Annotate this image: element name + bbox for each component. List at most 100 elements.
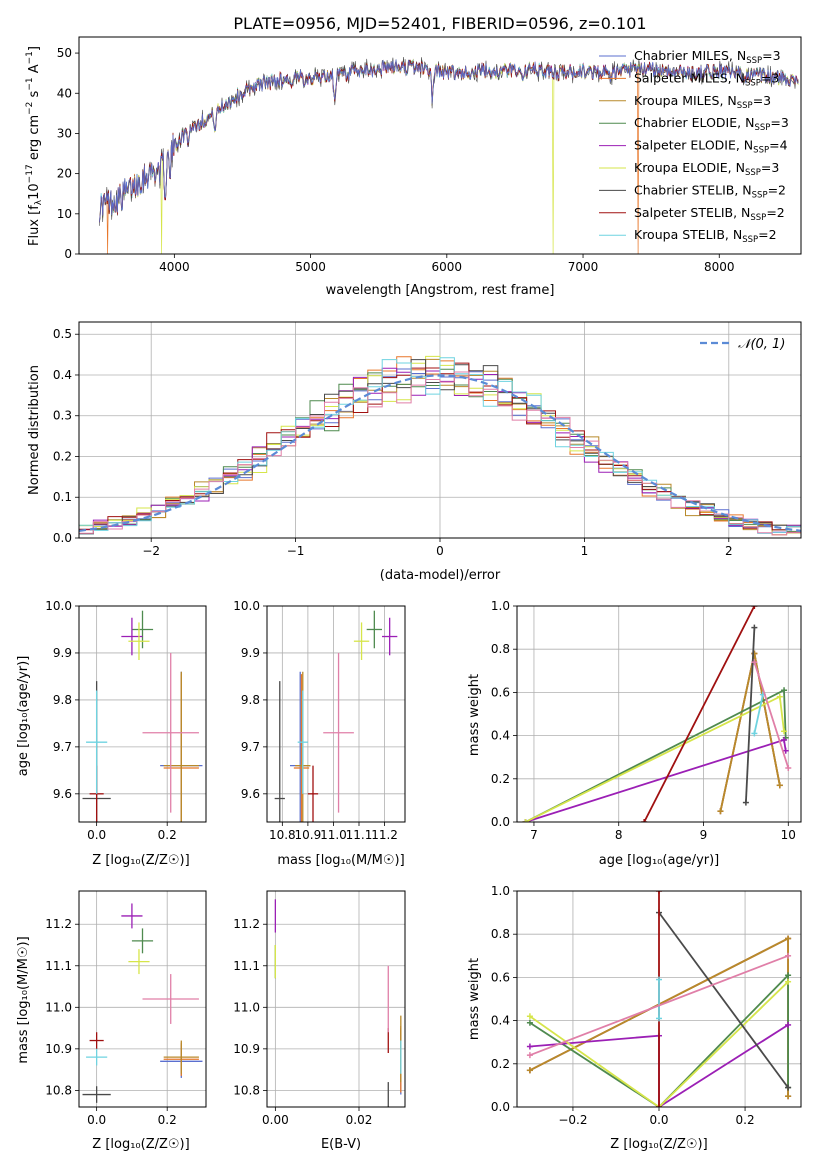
x-tick-label: 2: [725, 544, 733, 558]
ylabel-part-3: −17: [25, 164, 35, 183]
y-tick-label: 20: [57, 167, 72, 181]
y-tick-label: 9.7: [241, 740, 260, 754]
legend-subscript: SSP: [742, 235, 758, 245]
agez-xlabel: Z [log₁₀(Z/Z☉)]: [92, 853, 189, 868]
y-tick-label: 0.4: [491, 1014, 510, 1028]
figure-title: PLATE=0956, MJD=52401, FIBERID=0596, z=0…: [233, 14, 646, 33]
legend-entry: Kroupa ELODIE, NSSP=3: [634, 160, 779, 178]
x-tick-label: 10.8: [269, 828, 296, 842]
legend-nssp: =2: [768, 182, 786, 197]
y-tick-label: 50: [57, 46, 72, 60]
legend-subscript: SSP: [745, 78, 761, 88]
weight-line: [753, 694, 764, 734]
y-tick-label: 0.1: [53, 490, 72, 504]
y-tick-label: 1.0: [491, 599, 510, 613]
x-tick-label: 0.0: [87, 828, 106, 842]
massebv-xlabel: E(B-V): [321, 1137, 361, 1152]
legend-subscript: SSP: [752, 190, 768, 200]
y-tick-label: 0.0: [53, 531, 72, 545]
y-tick-label: 10.9: [45, 1042, 72, 1056]
massz-xlabel: Z [log₁₀(Z/Z☉)]: [92, 1137, 189, 1152]
x-tick-label: 0.02: [346, 1113, 373, 1127]
histogram-step: [79, 371, 801, 538]
ylabel-part-8: A: [27, 64, 42, 77]
weight-line: [643, 606, 756, 822]
y-tick-label: 11.2: [45, 917, 72, 931]
x-tick-label: 10: [781, 828, 796, 842]
axes-frame: [516, 890, 802, 1108]
x-tick-label: −0.2: [558, 1113, 587, 1127]
y-tick-label: 0.0: [491, 1100, 510, 1114]
y-tick-label: 10.0: [233, 599, 260, 613]
wz-ylabel: mass weight: [467, 958, 482, 1040]
x-tick-label: 7000: [568, 260, 599, 274]
axes-frame: [78, 321, 802, 539]
x-tick-label: 11.0: [320, 828, 347, 842]
x-tick-label: 10.9: [295, 828, 322, 842]
residual-ylabel: Normed distribution: [27, 365, 42, 495]
y-tick-label: 0.4: [491, 729, 510, 743]
y-tick-label: 10.8: [45, 1083, 72, 1097]
x-tick-label: −1: [287, 544, 305, 558]
y-tick-label: 11.2: [233, 917, 260, 931]
legend-subscript: SSP: [746, 56, 762, 66]
x-tick-label: 7: [530, 828, 538, 842]
y-tick-label: 40: [57, 86, 72, 100]
spectrum-line-salpeter-miles: [99, 59, 799, 254]
y-tick-label: 9.8: [53, 693, 72, 707]
y-tick-label: 9.6: [53, 787, 72, 801]
x-tick-label: 8000: [704, 260, 735, 274]
legend-subscript: SSP: [754, 123, 770, 133]
plot-area: [79, 355, 801, 538]
legend-subscript: SSP: [750, 213, 766, 223]
x-tick-label: 0.0: [87, 1113, 106, 1127]
spectrum-panel: 4000 5000 6000 7000 8000 0 10 20 30 40 50 Chabrier …: [57, 36, 802, 274]
y-tick-label: 10.9: [233, 1042, 260, 1056]
legend-entry: Salpeter MILES, NSSP=3: [634, 70, 779, 88]
plot-area: [526, 891, 792, 1107]
legend-nssp: =3: [770, 115, 788, 130]
ylabel-part-10: ]: [27, 46, 42, 51]
weight-line: [745, 627, 756, 803]
y-tick-label: 30: [57, 126, 72, 140]
x-tick-label: 0.0: [649, 1113, 668, 1127]
y-tick-label: 0.6: [491, 685, 510, 699]
x-tick-label: 4000: [159, 260, 190, 274]
y-tick-label: 9.6: [241, 787, 260, 801]
legend-nssp: =3: [762, 48, 780, 63]
y-tick-label: 0.6: [491, 970, 510, 984]
y-tick-label: 11.1: [45, 959, 72, 973]
legend-entry: Chabrier ELODIE, NSSP=3: [634, 115, 789, 133]
ylabel-part-6: s: [27, 90, 42, 101]
ylabel-part-9: −1: [25, 51, 35, 64]
residual-histogram-panel: −2 −1 0 1 2 0.0 0.1 0.2 0.3 0.4 0.5 𝒩(0, 1): [53, 321, 802, 558]
age-vs-mass-panel: 10.810.911.011.111.2 9.6 9.7 9.8 9.9 10.0: [233, 599, 406, 842]
plot-area: [274, 610, 398, 822]
y-tick-label: 0.2: [491, 772, 510, 786]
spectrum-line-kroupa-elodie: [99, 59, 799, 254]
x-tick-label: 0.00: [262, 1113, 289, 1127]
legend-entry: Salpeter ELODIE, NSSP=4: [634, 138, 788, 156]
x-tick-label: 0.2: [158, 1113, 177, 1127]
x-tick-label: 1: [581, 544, 589, 558]
ylabel-part-2: 10: [27, 183, 42, 200]
weight-vs-metallicity-panel: −0.2 0.0 0.2 0.0 0.2 0.4 0.6 0.8 1.0: [491, 884, 802, 1127]
age-vs-metallicity-panel: 0.0 0.2 9.6 9.7 9.8 9.9 10.0: [45, 599, 207, 842]
axes-frame: [266, 605, 406, 823]
plot-area: [522, 606, 792, 822]
y-tick-label: 0.0: [491, 815, 510, 829]
agem-xlabel: mass [log₁₀(M/M☉)]: [277, 853, 404, 868]
y-tick-label: 0.8: [491, 927, 510, 941]
y-tick-label: 11.0: [45, 1000, 72, 1014]
legend-entry: Chabrier STELIB, NSSP=2: [634, 182, 786, 200]
x-tick-label: 0: [436, 544, 444, 558]
x-tick-label: −2: [142, 544, 160, 558]
legend-entry: Kroupa STELIB, NSSP=2: [634, 227, 777, 245]
plot-area: [99, 56, 799, 254]
y-tick-label: 10.8: [233, 1083, 260, 1097]
legend-nssp: =4: [769, 138, 787, 153]
normal-legend-label: 𝒩(0, 1): [738, 337, 785, 352]
legend-subscript: SSP: [745, 168, 761, 178]
x-tick-label: 5000: [295, 260, 326, 274]
plot-area: [82, 903, 203, 1103]
